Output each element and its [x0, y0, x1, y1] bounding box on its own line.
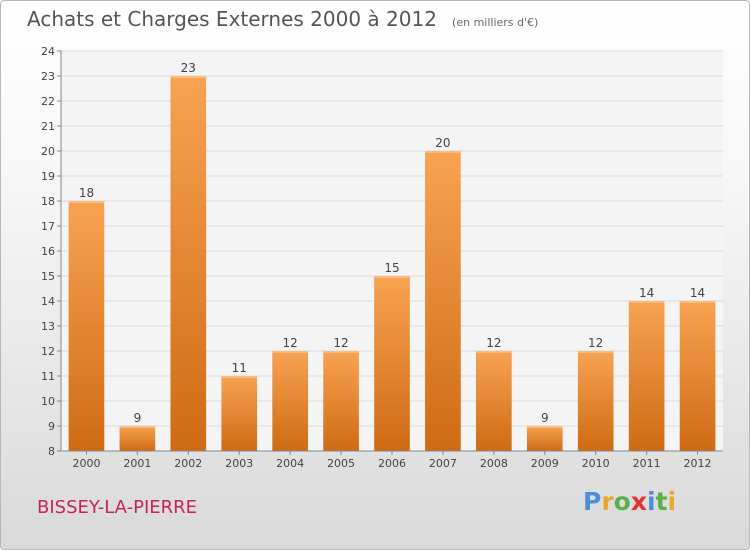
y-tick-label: 24: [41, 45, 55, 58]
chart-subtitle: (en milliers d'€): [452, 16, 539, 29]
bar-highlight: [577, 351, 614, 353]
data-label: 11: [232, 361, 247, 375]
data-label: 9: [134, 411, 142, 425]
title-row: Achats et Charges Externes 2000 à 2012 (…: [27, 7, 538, 31]
x-tick-label: 2007: [429, 457, 457, 470]
bar: [119, 426, 156, 451]
chart-title: Achats et Charges Externes 2000 à 2012: [27, 7, 437, 31]
y-tick-label: 17: [41, 220, 55, 233]
data-label: 14: [639, 286, 654, 300]
bar-highlight: [425, 151, 461, 153]
bar-highlight: [170, 76, 207, 78]
logo-letter: r: [601, 487, 614, 516]
data-label: 20: [435, 136, 450, 150]
bar: [323, 351, 359, 451]
axis-layer: 8 9 10 11 12 13 14 15 16 17 18 19 20 21 22 23 24 2000 2001…: [41, 45, 723, 470]
bar: [628, 301, 665, 451]
bar: [272, 351, 308, 451]
data-label: 12: [283, 336, 298, 350]
y-tick-label: 15: [41, 270, 55, 283]
x-tick-label: 2008: [480, 457, 508, 470]
data-label: 18: [79, 186, 94, 200]
place-name: BISSEY-LA-PIERRE: [37, 497, 198, 518]
y-tick-label: 14: [41, 295, 55, 308]
bar-highlight: [272, 351, 308, 353]
y-tick-label: 21: [41, 120, 55, 133]
y-tick-label: 18: [41, 195, 55, 208]
x-tick-label: 2001: [123, 457, 151, 470]
x-tick-label: 2002: [174, 457, 202, 470]
y-tick-label: 20: [41, 145, 55, 158]
bar-highlight: [221, 376, 258, 378]
y-tick-label: 12: [41, 345, 55, 358]
logo-letter: t: [655, 487, 668, 516]
x-tick-label: 2003: [225, 457, 253, 470]
bar-layer: 18 9 23 11 12 12 15 20 12 9 12 14 14: [68, 61, 716, 451]
x-tick-label: 2000: [72, 457, 100, 470]
data-label: 12: [588, 336, 603, 350]
bar: [577, 351, 614, 451]
bar-highlight: [628, 301, 665, 303]
bar-highlight: [68, 201, 105, 203]
data-label: 14: [690, 286, 705, 300]
x-tick-label: 2009: [531, 457, 559, 470]
bar-highlight: [374, 276, 410, 278]
y-tick-label: 10: [41, 395, 55, 408]
x-tick-label: 2011: [633, 457, 661, 470]
data-label: 12: [486, 336, 501, 350]
logo-letter: i: [647, 487, 656, 516]
bar-highlight: [476, 351, 512, 353]
x-tick-label: 2010: [582, 457, 610, 470]
bar: [425, 151, 461, 451]
bar-highlight: [679, 301, 716, 303]
bar-highlight: [323, 351, 359, 353]
x-tick-label: 2012: [684, 457, 712, 470]
bar: [526, 426, 563, 451]
bar: [170, 76, 207, 451]
x-tick-label: 2006: [378, 457, 406, 470]
y-tick-label: 22: [41, 95, 55, 108]
data-label: 15: [384, 261, 399, 275]
bar: [221, 376, 258, 451]
logo-letter: o: [613, 487, 631, 516]
logo-letter: P: [583, 487, 602, 516]
y-tick-label: 8: [48, 445, 55, 458]
y-tick-label: 11: [41, 370, 55, 383]
bar: [476, 351, 512, 451]
x-tick-label: 2005: [327, 457, 355, 470]
bar-highlight: [526, 426, 563, 428]
y-tick-label: 13: [41, 320, 55, 333]
y-tick-label: 19: [41, 170, 55, 183]
bar: [374, 276, 410, 451]
y-tick-label: 9: [48, 420, 55, 433]
y-tick-label: 16: [41, 245, 55, 258]
data-label: 9: [541, 411, 549, 425]
data-label: 12: [333, 336, 348, 350]
logo-letter: i: [667, 487, 677, 516]
bar-highlight: [119, 426, 156, 428]
bar: [679, 301, 716, 451]
bar: [68, 201, 105, 451]
data-label: 23: [181, 61, 196, 75]
logo-letter: x: [630, 487, 647, 516]
proxiti-logo: Proxiti: [583, 487, 676, 516]
x-tick-label: 2004: [276, 457, 304, 470]
y-tick-label: 23: [41, 70, 55, 83]
